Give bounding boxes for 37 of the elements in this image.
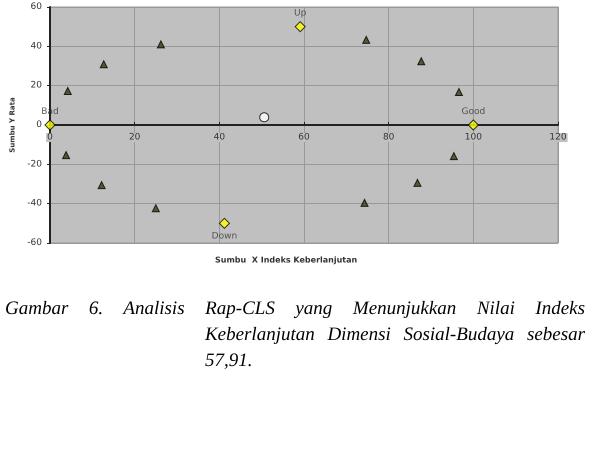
point (152, 204, 160, 212)
y-tick-label: -40 (27, 198, 42, 209)
text: Gambar 6. Analisis Rap-CLS yang Menunjukkan Nilai Indeks Keberlanjutan Dimensi Sosial-Budaya sebesar 57,91. (4, 297, 585, 373)
y-tick-label: 60 (30, 2, 42, 12)
x-tick-label: 0 (47, 132, 54, 142)
x-tick-label: 40 (214, 132, 226, 142)
y-tick-label: -60 (27, 238, 42, 248)
point (450, 152, 458, 160)
y-tick-label: 20 (30, 80, 42, 91)
annotation: Down (212, 231, 238, 242)
point (156, 40, 165, 48)
point (218, 218, 230, 229)
y-tick-label: 0 (36, 120, 42, 130)
x-tick-label: 80 (382, 132, 395, 142)
point (468, 120, 479, 130)
point (417, 57, 426, 66)
point (259, 112, 270, 122)
annotation: Good (461, 107, 486, 117)
point (64, 86, 72, 95)
point (360, 198, 369, 207)
point (362, 36, 370, 44)
x-axis-title: Sumbu X Indeks Keberlanjutan (215, 256, 358, 264)
y-tick-label: -20 (27, 159, 42, 170)
x-tick-label: 120 (549, 132, 567, 142)
point (100, 60, 108, 68)
annotation: Bad (41, 107, 59, 117)
point (294, 21, 306, 32)
point (44, 120, 56, 130)
point (98, 181, 106, 190)
y-tick-label: 40 (30, 41, 42, 52)
x-tick-label: 60 (298, 132, 310, 142)
point (413, 178, 422, 187)
x-tick-label: 20 (128, 132, 141, 142)
point (62, 151, 70, 160)
point (454, 88, 463, 96)
x-tick-label: 100 (464, 132, 482, 142)
annotation: Up (294, 8, 307, 19)
